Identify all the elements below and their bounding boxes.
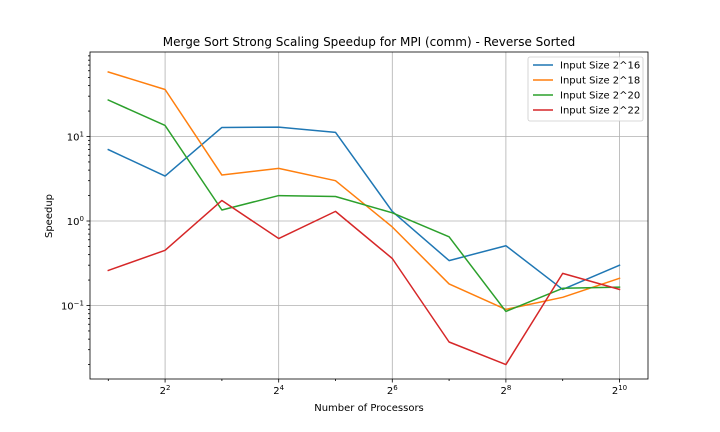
y-axis-label: Speedup	[44, 194, 55, 238]
x-axis-ticks: 22 24 26 28 210	[107, 379, 627, 397]
legend-label: Input Size 2^20	[560, 91, 640, 102]
x-tick-label: 26	[387, 384, 398, 397]
x-tick-label: 22	[160, 384, 171, 397]
series-line-2	[107, 71, 621, 311]
y-tick-label: 10−1	[61, 300, 84, 313]
series-line-3	[107, 99, 621, 313]
y-axis-ticks: 10−1 100 101	[61, 55, 90, 365]
x-axis-label: Number of Processors	[314, 403, 424, 414]
legend: Input Size 2^16 Input Size 2^18 Input Size…	[527, 56, 644, 122]
series-line-4	[107, 199, 621, 366]
x-tick-label: 210	[612, 384, 627, 397]
plot-frame	[89, 51, 649, 380]
y-tick-label: 101	[67, 131, 84, 144]
series-lines	[107, 71, 621, 366]
x-tick-label: 28	[500, 384, 511, 397]
y-tick-label: 100	[67, 215, 84, 228]
legend-label: Input Size 2^16	[560, 61, 640, 72]
legend-label: Input Size 2^18	[560, 76, 640, 87]
legend-label: Input Size 2^22	[560, 106, 640, 117]
series-line-1	[107, 126, 621, 291]
chart-title: Merge Sort Strong Scaling Speedup for MP…	[163, 35, 576, 49]
x-tick-label: 24	[273, 384, 284, 397]
legend-box	[527, 56, 644, 122]
